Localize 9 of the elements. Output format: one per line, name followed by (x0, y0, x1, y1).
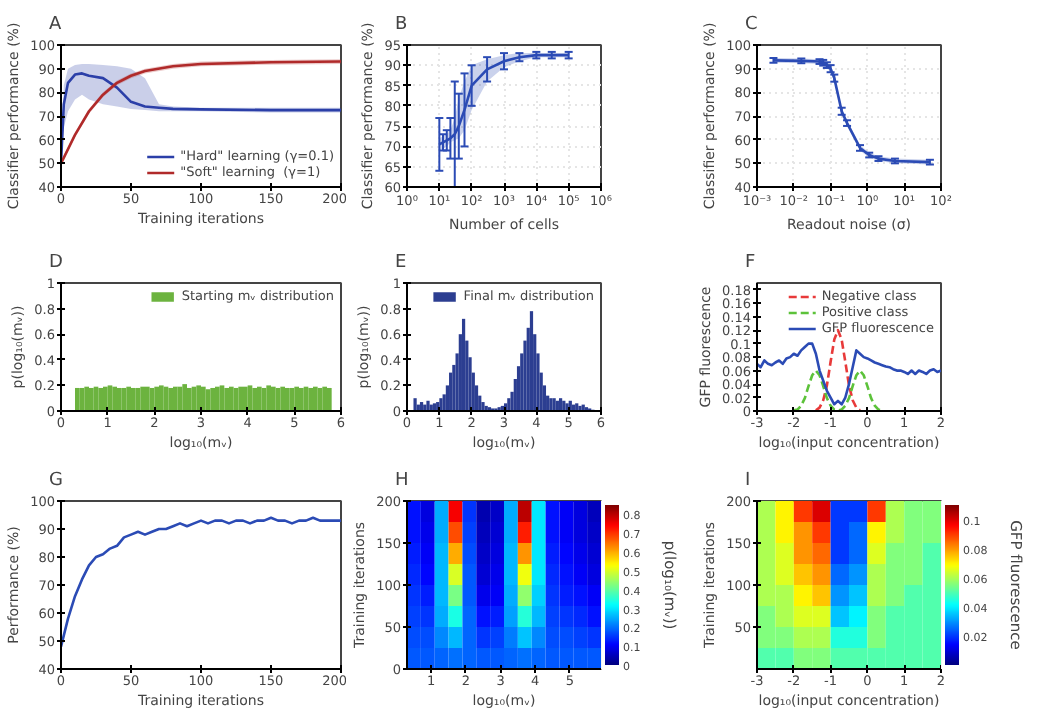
chart-title: I (745, 471, 751, 491)
chart-title: G (49, 471, 63, 491)
chart-title: A (49, 15, 63, 35)
chart-title: E (395, 253, 407, 273)
chart-title: D (49, 253, 63, 273)
chart-title: B (395, 15, 408, 35)
chart-title: H (395, 471, 409, 491)
chart-title: F (745, 253, 756, 273)
chart-title: C (745, 15, 758, 35)
